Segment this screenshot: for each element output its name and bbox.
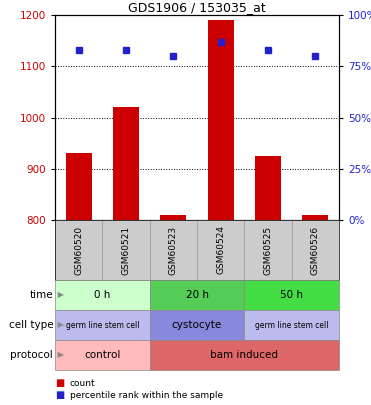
Bar	[66, 153, 92, 220]
Text: time: time	[30, 290, 53, 300]
Bar	[244, 310, 339, 340]
Text: GSM60521: GSM60521	[121, 226, 131, 275]
Text: ▶: ▶	[55, 320, 64, 330]
Text: GSM60524: GSM60524	[216, 226, 225, 275]
Text: GSM60525: GSM60525	[263, 226, 273, 275]
Text: 20 h: 20 h	[186, 290, 209, 300]
Bar	[150, 340, 339, 370]
Text: germ line stem cell: germ line stem cell	[66, 320, 139, 330]
Title: GDS1906 / 153035_at: GDS1906 / 153035_at	[128, 1, 266, 14]
Bar	[208, 20, 234, 220]
Bar	[255, 156, 281, 220]
Text: count: count	[70, 379, 95, 388]
Bar	[150, 310, 244, 340]
Text: GSM60526: GSM60526	[311, 226, 320, 275]
Bar	[150, 280, 244, 310]
Text: bam induced: bam induced	[210, 350, 278, 360]
Text: cell type: cell type	[9, 320, 53, 330]
Bar	[55, 280, 150, 310]
Bar	[244, 220, 292, 280]
Text: control: control	[84, 350, 121, 360]
Bar	[113, 107, 139, 220]
Bar	[102, 220, 150, 280]
Bar	[55, 220, 102, 280]
Bar	[55, 310, 150, 340]
Text: GSM60523: GSM60523	[169, 226, 178, 275]
Text: ▶: ▶	[55, 350, 64, 360]
Text: percentile rank within the sample: percentile rank within the sample	[70, 390, 223, 399]
Bar	[302, 215, 328, 220]
Text: 0 h: 0 h	[94, 290, 111, 300]
Text: 50 h: 50 h	[280, 290, 303, 300]
Bar	[150, 220, 197, 280]
Bar	[160, 215, 186, 220]
Text: protocol: protocol	[10, 350, 53, 360]
Text: ▶: ▶	[55, 290, 64, 300]
Text: germ line stem cell: germ line stem cell	[255, 320, 328, 330]
Text: ■: ■	[55, 390, 64, 400]
Text: ■: ■	[55, 378, 64, 388]
Text: GSM60520: GSM60520	[74, 226, 83, 275]
Bar	[244, 280, 339, 310]
Bar	[197, 220, 244, 280]
Bar	[55, 340, 150, 370]
Text: cystocyte: cystocyte	[172, 320, 222, 330]
Bar	[292, 220, 339, 280]
